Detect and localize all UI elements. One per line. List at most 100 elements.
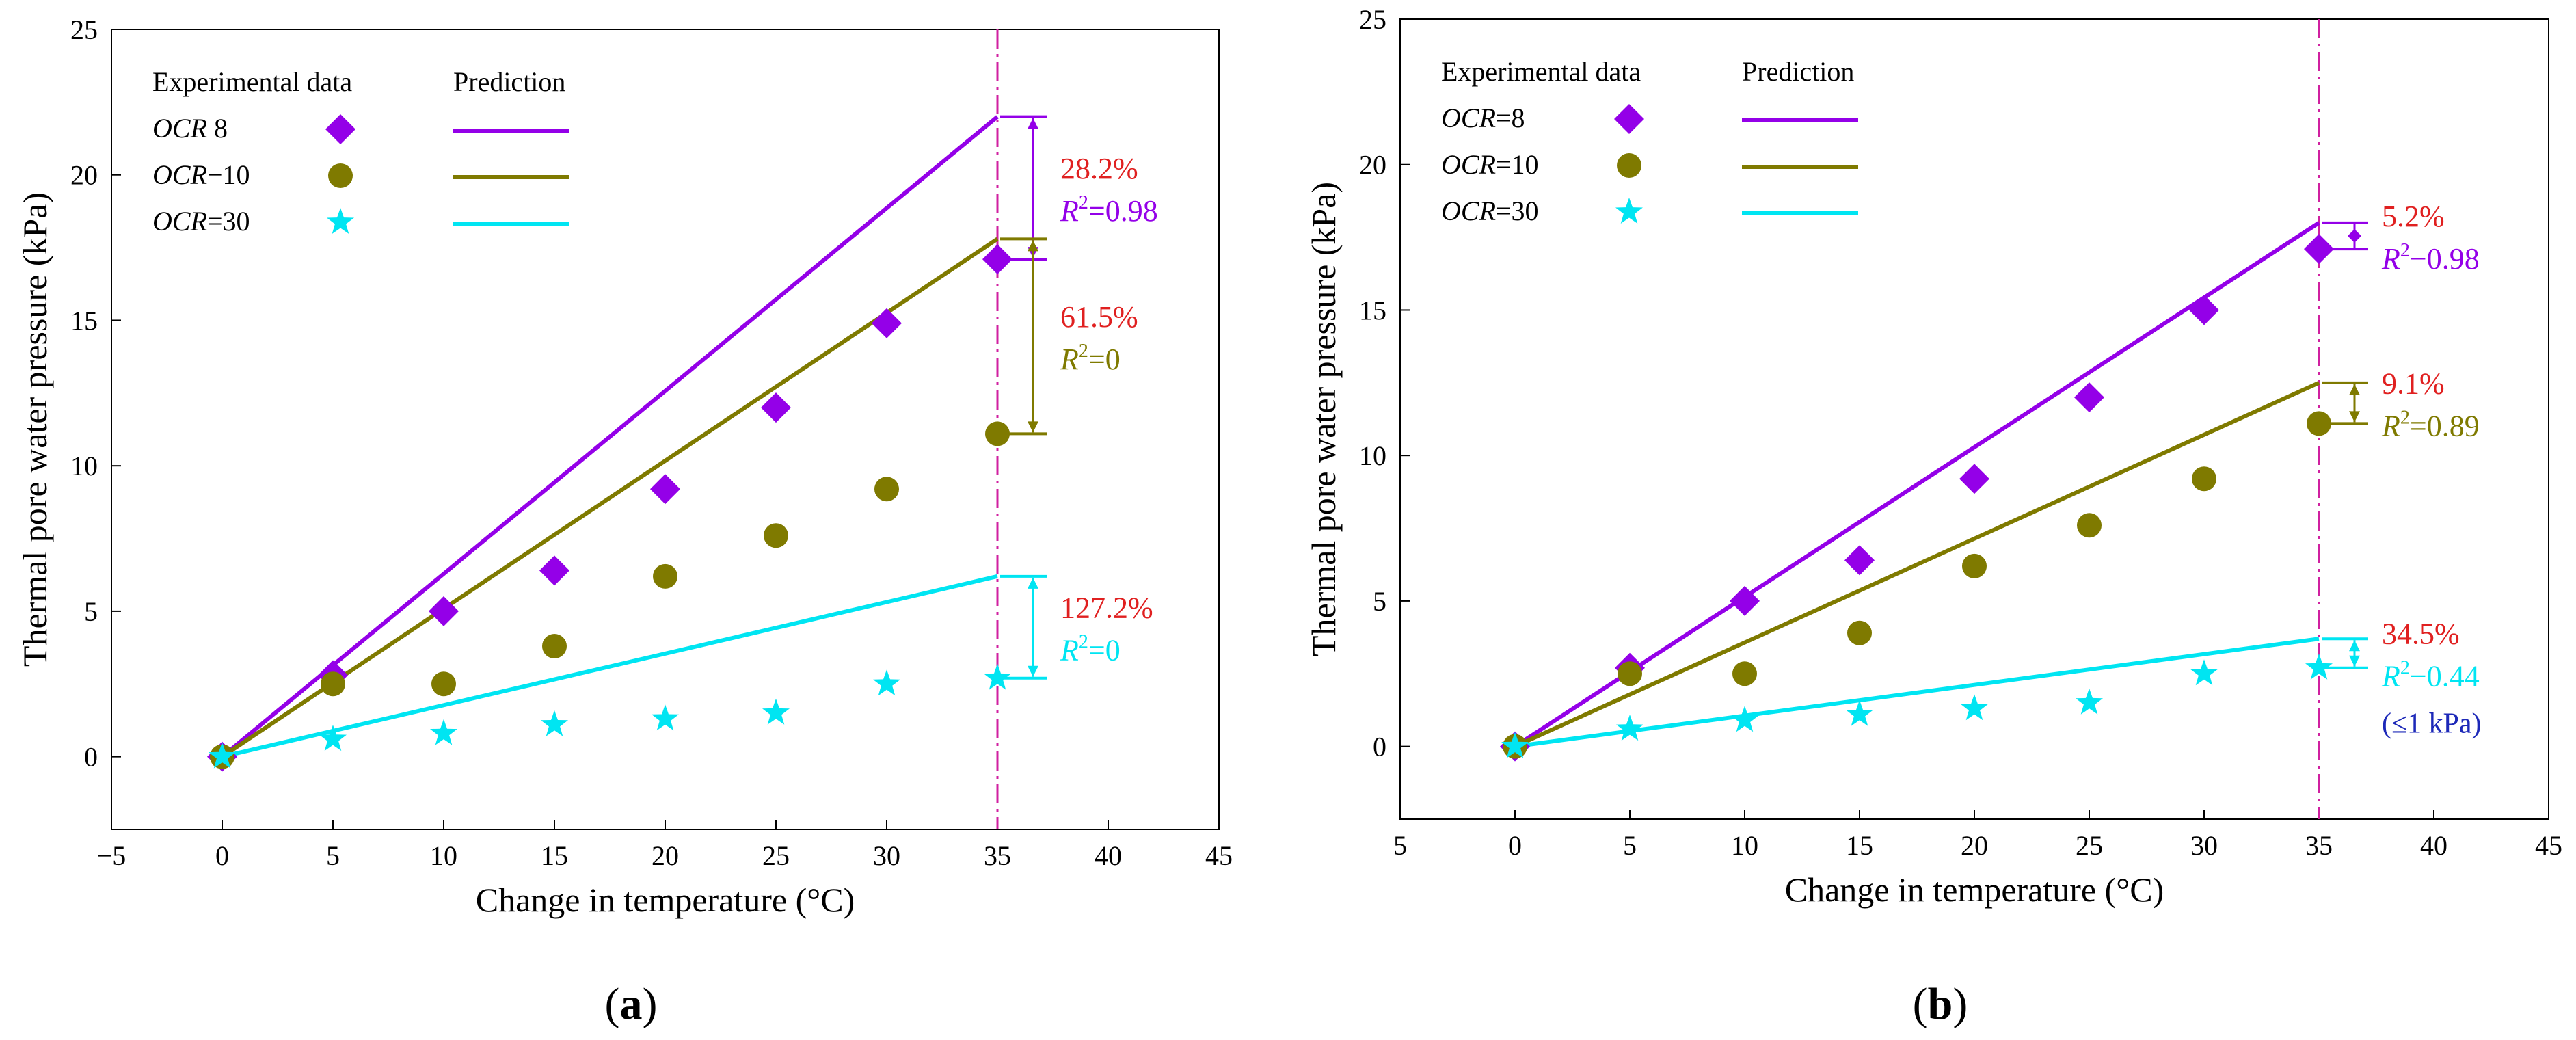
x-tick-label: 20 xyxy=(1961,830,1988,861)
x-axis-label: Change in temperature (°C) xyxy=(1785,870,2164,909)
x-tick-label: 30 xyxy=(873,840,900,871)
annot-pct-ocr8: 28.2% xyxy=(1060,152,1138,185)
annot-arrow-up-ocr10 xyxy=(1028,240,1038,252)
annot-pct-ocr10: 9.1% xyxy=(2382,367,2445,401)
data-point-ocr30 xyxy=(1961,694,1988,721)
legend-marker-ocr30 xyxy=(327,208,354,234)
prediction-line-ocr8 xyxy=(221,115,999,758)
annot-r2-ocr30: R2−0.44 xyxy=(2381,657,2480,693)
legend-label-ocr8: OCR=8 xyxy=(1441,103,1525,133)
y-tick-label: 10 xyxy=(70,451,98,481)
data-point-ocr30 xyxy=(762,698,790,725)
y-tick-label: 0 xyxy=(84,742,98,773)
x-tick-label: 0 xyxy=(1508,830,1522,861)
legend-label-ocr30: OCR=30 xyxy=(1441,196,1539,226)
x-tick-label: 25 xyxy=(762,840,790,871)
data-point-ocr30 xyxy=(652,704,679,731)
data-point-ocr10 xyxy=(2192,466,2216,492)
data-point-ocr8 xyxy=(1730,585,1760,616)
x-tick-label: 10 xyxy=(1731,830,1758,861)
prediction-line-ocr10 xyxy=(1514,381,2320,749)
x-tick-label: 15 xyxy=(541,840,568,871)
data-point-ocr10 xyxy=(874,477,899,502)
prediction-line-ocr30 xyxy=(1514,637,2320,749)
data-point-ocr30 xyxy=(1731,706,1758,732)
y-tick-label: 10 xyxy=(1359,440,1386,471)
x-tick-label: 30 xyxy=(2190,830,2218,861)
data-point-ocr30 xyxy=(1501,732,1529,758)
data-point-ocr30 xyxy=(1846,699,1873,726)
x-tick-label: 45 xyxy=(1205,840,1233,871)
legend-marker-ocr30 xyxy=(1615,198,1643,224)
prediction-line-ocr30 xyxy=(222,574,998,759)
y-tick-label: 20 xyxy=(70,160,98,191)
y-tick-label: 20 xyxy=(1359,150,1386,181)
legend-label-ocr10: OCR=10 xyxy=(1441,149,1539,180)
legend-header-experimental: Experimental data xyxy=(1441,56,1641,87)
x-tick-label: 5 xyxy=(1393,830,1407,861)
annot-arrow-down-ocr10 xyxy=(1028,421,1038,433)
y-tick-label: 15 xyxy=(1359,295,1386,325)
data-point-ocr10 xyxy=(764,523,788,548)
chart-panel-a: −5 0 5 10 15 20 25 30 35 40 45 0 5 10 15 20 25 Change in … xyxy=(16,14,1233,1029)
annot-arrow-ocr8 xyxy=(2348,228,2361,243)
x-tick-label: 45 xyxy=(2535,830,2562,861)
annot-pct-ocr10: 61.5% xyxy=(1060,300,1138,334)
x-tick-label: 15 xyxy=(1846,830,1873,861)
prediction-line-ocr10 xyxy=(221,237,999,759)
data-point-ocr30 xyxy=(984,663,1011,690)
legend-marker-ocr8 xyxy=(1614,104,1644,134)
annot-arrow-up-ocr10 xyxy=(2349,384,2360,395)
data-point-ocr8 xyxy=(1844,545,1875,576)
y-tick-label: 25 xyxy=(70,14,98,45)
annot-pct-ocr8: 5.2% xyxy=(2382,200,2445,233)
x-tick-label: 25 xyxy=(2076,830,2103,861)
data-point-ocr30 xyxy=(873,669,900,696)
legend-header-experimental: Experimental data xyxy=(152,66,352,97)
x-tick-label: 5 xyxy=(1623,830,1637,861)
data-point-ocr10 xyxy=(2077,513,2102,538)
annot-pct-ocr30: 34.5% xyxy=(2382,617,2460,650)
data-point-ocr30 xyxy=(1616,715,1643,741)
annot-r2-ocr8: R2−0.98 xyxy=(2381,240,2480,276)
legend-marker-ocr8 xyxy=(325,114,355,144)
annot-r2-ocr30: R2=0 xyxy=(1060,631,1121,667)
panel-label: (b) xyxy=(1913,979,1968,1029)
x-tick-label: 0 xyxy=(215,840,229,871)
y-axis-label: Thermal pore water pressure (kPa) xyxy=(16,192,54,667)
data-point-ocr10 xyxy=(542,633,567,658)
x-tick-label: 40 xyxy=(2420,830,2447,861)
annot-r2-ocr10: R2=0.89 xyxy=(2381,408,2480,443)
annot-arrow-down-ocr30 xyxy=(2349,655,2360,667)
x-tick-label: 10 xyxy=(430,840,457,871)
annot-r2-ocr8: R2=0.98 xyxy=(1060,192,1158,228)
x-tick-label: 35 xyxy=(2305,830,2333,861)
data-point-ocr8 xyxy=(1959,464,1989,494)
annot-arrow-up-ocr30 xyxy=(2349,640,2360,652)
y-axis-label: Thermal pore water pressure (kPa) xyxy=(1304,182,1343,656)
legend-header-prediction: Prediction xyxy=(453,66,565,97)
data-point-ocr10 xyxy=(1847,620,1872,645)
annot-arrow-up-ocr30 xyxy=(1028,577,1038,589)
annot-r2-ocr10: R2=0 xyxy=(1060,341,1121,376)
x-tick-label: 40 xyxy=(1095,840,1122,871)
data-point-ocr30 xyxy=(2190,659,2218,686)
y-tick-label: 25 xyxy=(1359,4,1386,35)
data-point-ocr10 xyxy=(2307,411,2331,436)
legend-label-ocr30: OCR=30 xyxy=(152,206,250,237)
data-point-ocr30 xyxy=(319,725,347,751)
data-point-ocr10 xyxy=(431,671,456,697)
y-tick-label: 0 xyxy=(1373,732,1386,762)
annot-arrow-down-ocr10 xyxy=(2349,411,2360,423)
data-point-ocr8 xyxy=(539,555,569,586)
data-point-ocr8 xyxy=(2304,234,2334,265)
legend-header-prediction: Prediction xyxy=(1742,56,1854,87)
legend-label-ocr10: OCR−10 xyxy=(152,159,250,190)
y-tick-label: 15 xyxy=(70,305,98,336)
data-point-ocr8 xyxy=(2189,295,2219,325)
data-point-ocr30 xyxy=(430,719,457,745)
data-point-ocr8 xyxy=(761,392,791,423)
data-point-ocr8 xyxy=(429,596,459,626)
x-axis-label: Change in temperature (°C) xyxy=(476,881,855,919)
